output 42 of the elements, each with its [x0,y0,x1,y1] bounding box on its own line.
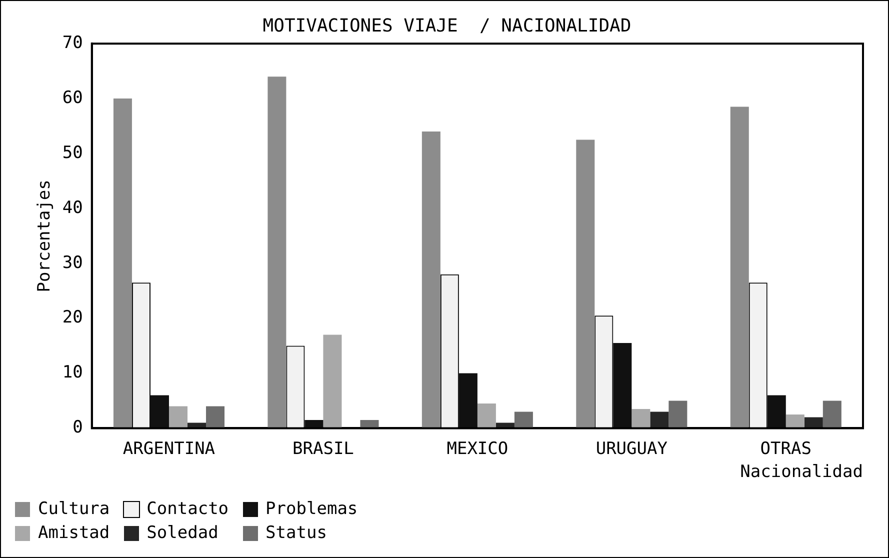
y-tick-label: 10 [62,362,83,383]
bar [458,373,478,428]
legend-label: Cultura [38,499,110,519]
bar [113,98,132,428]
bar [514,412,533,428]
x-axis-title: Nacionalidad [740,462,863,482]
y-tick-label: 30 [62,252,83,273]
bar [268,76,286,428]
bar [668,400,688,428]
bar [422,132,440,428]
y-tick-label: 70 [62,33,83,54]
legend-label: Status [266,523,327,543]
legend-label: Problemas [266,499,358,519]
bar [632,408,650,428]
legend-label: Soledad [146,523,218,543]
bar [477,403,496,428]
bar [613,343,632,428]
bar [730,106,749,428]
bar [822,400,842,428]
x-tick-label: BRASIL [292,438,354,459]
bar [150,395,169,428]
bar [323,334,342,428]
bar [804,417,823,428]
y-axis-title: Porcentajes [34,180,55,292]
bar [168,406,188,428]
bar [650,412,669,428]
x-tick-label: MEXICO [446,438,508,459]
x-tick-label: URUGUAY [596,438,668,459]
x-tick-label: OTRAS [760,438,812,459]
bar [576,140,595,428]
y-tick-label: 0 [72,418,83,438]
x-tick-label: ARGENTINA [122,438,216,459]
legend-label: Amistad [38,523,110,543]
y-tick-label: 50 [62,142,83,163]
chart-title: MOTIVACIONES VIAJE / NACIONALIDAD [262,15,632,36]
legend-label: Contacto [146,499,229,519]
bar [206,406,225,428]
y-tick-label: 20 [62,308,83,328]
y-tick-label: 60 [62,88,83,108]
bar [786,414,804,428]
y-tick-label: 40 [62,198,83,218]
bar [767,395,786,428]
